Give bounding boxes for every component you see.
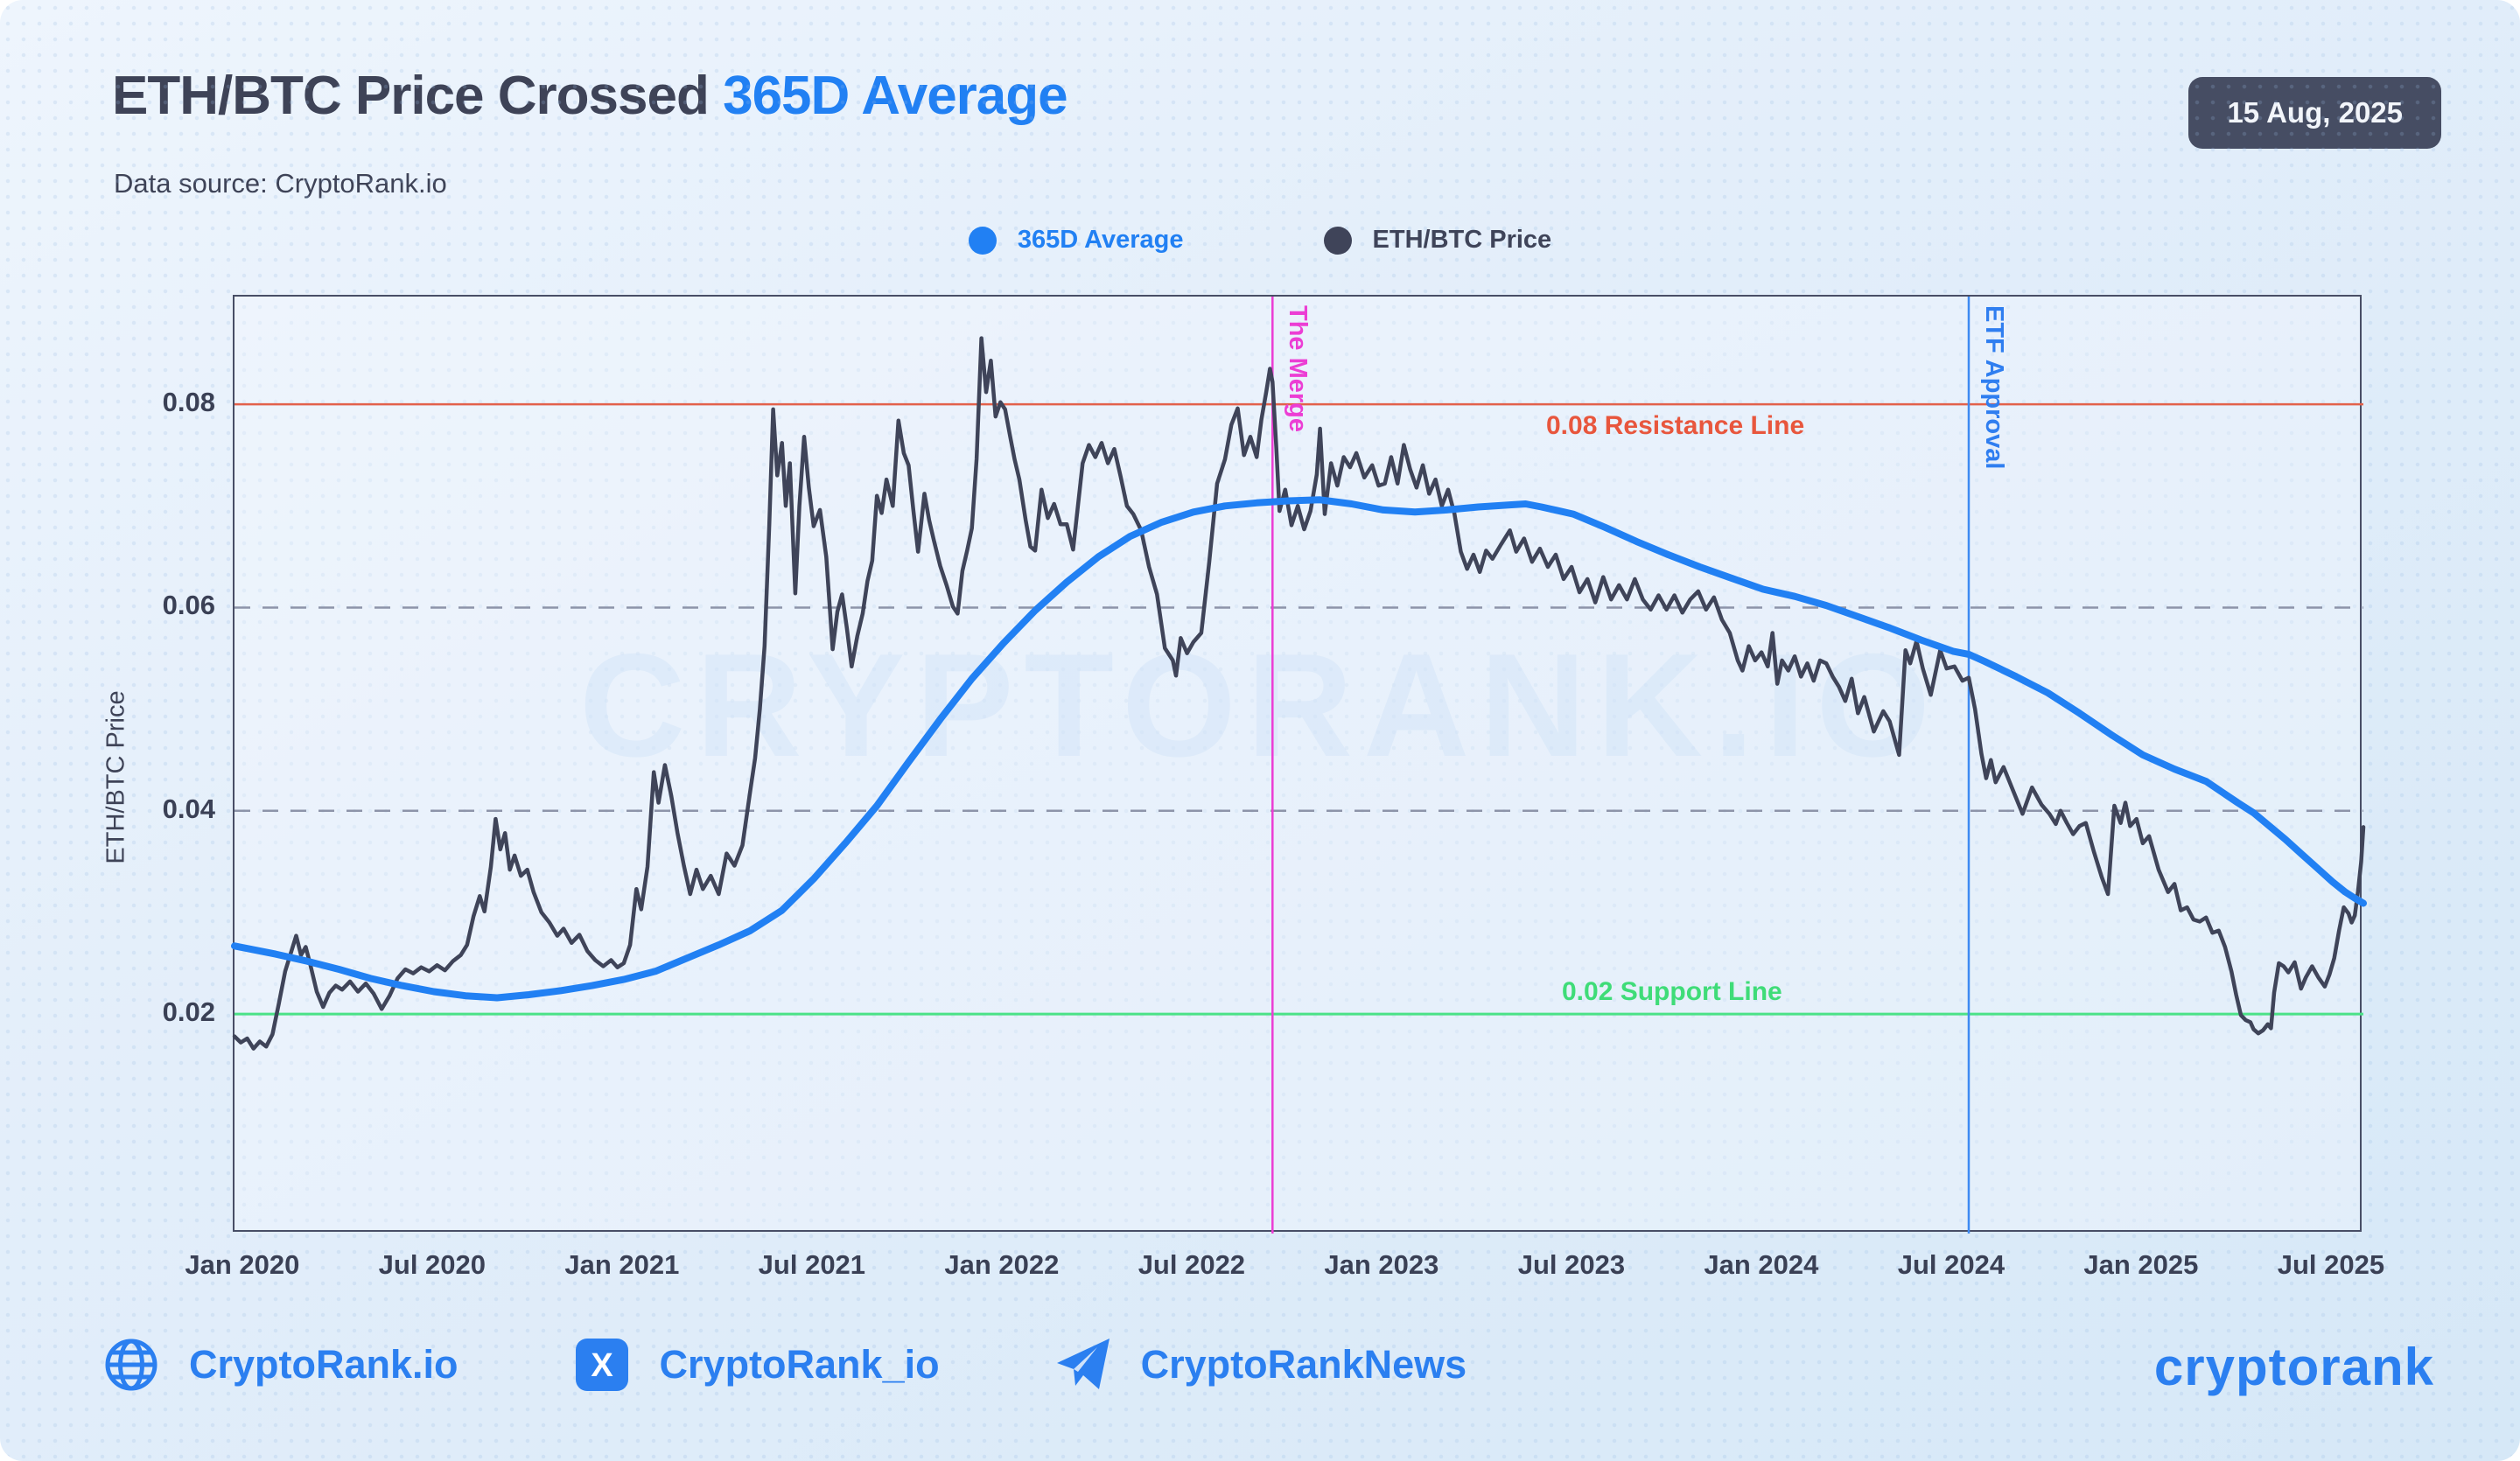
data-source-subtitle: Data source: CryptoRank.io <box>114 168 447 199</box>
footer-link-telegram[interactable]: CryptoRankNews <box>1055 1337 1467 1393</box>
page-title-main: ETH/BTC Price Crossed <box>112 66 710 126</box>
x-tick-jan-2024: Jan 2024 <box>1704 1249 1819 1280</box>
series-eth-btc-price <box>232 336 2366 1051</box>
legend-dot-ethbtc-icon <box>1323 226 1352 255</box>
footer-link-website-label: CryptoRank.io <box>189 1342 458 1387</box>
svg-text:X: X <box>591 1347 613 1384</box>
x-tick-jul-2021: Jul 2021 <box>758 1249 866 1280</box>
globe-icon <box>103 1337 159 1393</box>
footer-links: CryptoRank.io X CryptoRank_io CryptoRank… <box>103 1337 1466 1393</box>
legend-label-365d: 365D Average <box>1017 226 1184 254</box>
chart-plot-area[interactable]: 0.08 Resistance Line 0.02 Support Line T… <box>231 295 2367 1234</box>
page-title: ETH/BTC Price Crossed 365D Average <box>112 65 1068 127</box>
x-tick-jul-2024: Jul 2024 <box>1897 1249 2006 1280</box>
y-tick-0.02: 0.02 <box>162 996 215 1028</box>
y-tick-0.04: 0.04 <box>162 793 215 824</box>
footer-link-website[interactable]: CryptoRank.io <box>103 1337 458 1393</box>
x-tick-jul-2020: Jul 2020 <box>378 1249 486 1280</box>
legend-item-365d-average[interactable]: 365D Average <box>968 226 1184 255</box>
merge-event-label: The Merge <box>1284 305 1312 433</box>
x-tick-jan-2025: Jan 2025 <box>2083 1249 2199 1280</box>
y-axis-title: ETH/BTC Price <box>102 690 130 864</box>
cryptorank-logo: cryptorank <box>2153 1338 2434 1396</box>
x-icon: X <box>574 1337 630 1393</box>
page-title-accent: 365D Average <box>723 66 1068 126</box>
series-365d-average <box>231 496 2367 1002</box>
resistance-line-label: 0.08 Resistance Line <box>1546 411 1805 440</box>
x-tick-jan-2023: Jan 2023 <box>1324 1249 1439 1280</box>
footer-link-telegram-label: CryptoRankNews <box>1140 1342 1467 1387</box>
y-tick-0.06: 0.06 <box>162 590 215 621</box>
date-badge: 15 Aug, 2025 <box>2188 77 2441 149</box>
x-tick-jan-2020: Jan 2020 <box>185 1249 300 1280</box>
x-tick-jul-2023: Jul 2023 <box>1517 1249 1626 1280</box>
footer-link-x[interactable]: X CryptoRank_io <box>574 1337 940 1393</box>
footer-link-x-label: CryptoRank_io <box>659 1342 940 1387</box>
legend-dot-365d-icon <box>968 226 997 255</box>
x-tick-jan-2021: Jan 2021 <box>564 1249 680 1280</box>
x-tick-jul-2025: Jul 2025 <box>2277 1249 2385 1280</box>
telegram-icon <box>1055 1337 1111 1393</box>
watermark: CRYPTORANK.IO <box>578 623 1942 787</box>
x-tick-jan-2022: Jan 2022 <box>944 1249 1060 1280</box>
chart-svg <box>231 297 2367 1234</box>
chart-legend: 365D Average ETH/BTC Price <box>0 226 2520 255</box>
y-tick-0.08: 0.08 <box>162 387 215 418</box>
legend-label-ethbtc: ETH/BTC Price <box>1372 226 1552 254</box>
etf-event-label: ETF Approval <box>1980 305 2008 470</box>
support-line-label: 0.02 Support Line <box>1562 977 1782 1006</box>
legend-item-ethbtc-price[interactable]: ETH/BTC Price <box>1323 226 1552 255</box>
x-tick-jul-2022: Jul 2022 <box>1138 1249 1246 1280</box>
